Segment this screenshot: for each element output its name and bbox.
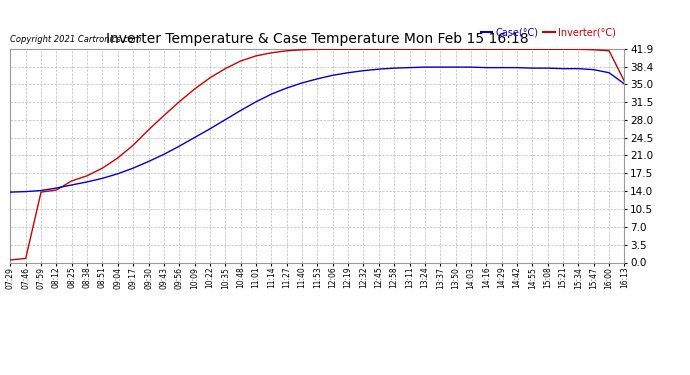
Legend: Case(°C), Inverter(°C): Case(°C), Inverter(°C) (477, 24, 620, 42)
Title: Inverter Temperature & Case Temperature Mon Feb 15 16:18: Inverter Temperature & Case Temperature … (106, 32, 529, 46)
Text: Copyright 2021 Cartronics.com: Copyright 2021 Cartronics.com (10, 36, 141, 45)
